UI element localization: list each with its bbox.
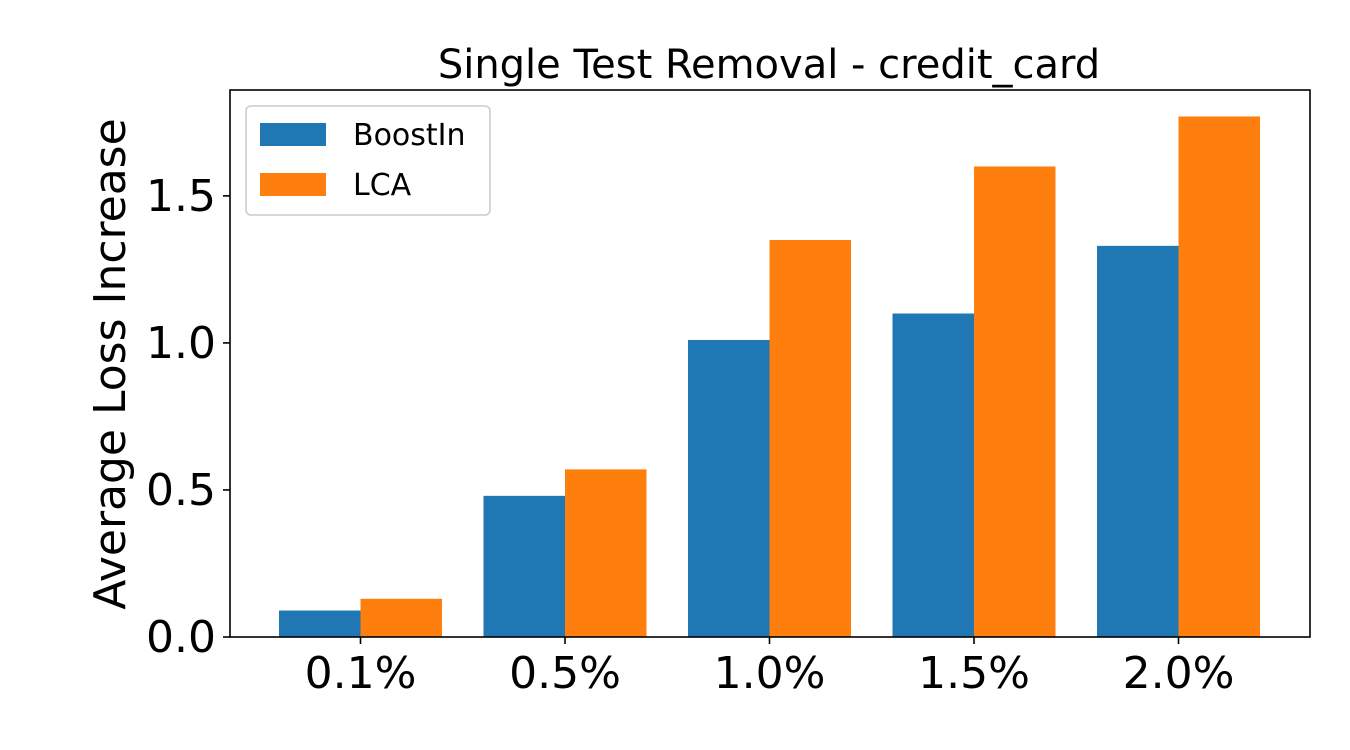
x-tick-label: 1.5% [918, 648, 1030, 699]
y-ticks-group: 0.0 0.5 1.0 1.5 [146, 171, 230, 663]
bar-lca-5 [1178, 116, 1260, 637]
chart-title: Single Test Removal - credit_card [438, 42, 1100, 88]
plot-frame [229, 89, 1311, 638]
legend-swatch-lca [260, 173, 326, 196]
bar-boostin-5 [1097, 245, 1179, 637]
bar-lca-2 [565, 469, 647, 637]
bar-boostin-2 [483, 495, 565, 637]
y-tick-label: 1.5 [146, 171, 216, 222]
legend-label-lca: LCA [353, 168, 412, 203]
x-tick-label: 0.5% [509, 648, 621, 699]
bar-boostin-1 [279, 610, 361, 637]
y-tick-label: 0.5 [146, 465, 216, 516]
bar-boostin-3 [688, 339, 770, 637]
legend-swatch-boostin [260, 123, 326, 146]
y-tick-label: 0.0 [146, 612, 216, 663]
bar-lca-3 [769, 239, 851, 637]
x-ticks-group: 0.1% 0.5% 1.0% 1.5% 2.0% [305, 637, 1235, 699]
y-tick-label: 1.0 [146, 318, 216, 369]
x-tick-label: 2.0% [1123, 648, 1235, 699]
legend-label-boostin: BoostIn [353, 118, 466, 153]
bar-boostin-4 [892, 313, 974, 637]
bar-lca-4 [974, 166, 1056, 637]
x-tick-label: 1.0% [714, 648, 826, 699]
legend: BoostIn LCA [245, 105, 491, 216]
bars-group [279, 116, 1260, 637]
bar-lca-1 [360, 598, 442, 637]
x-tick-label: 0.1% [305, 648, 417, 699]
y-axis-label: Average Loss Increase [85, 118, 136, 609]
